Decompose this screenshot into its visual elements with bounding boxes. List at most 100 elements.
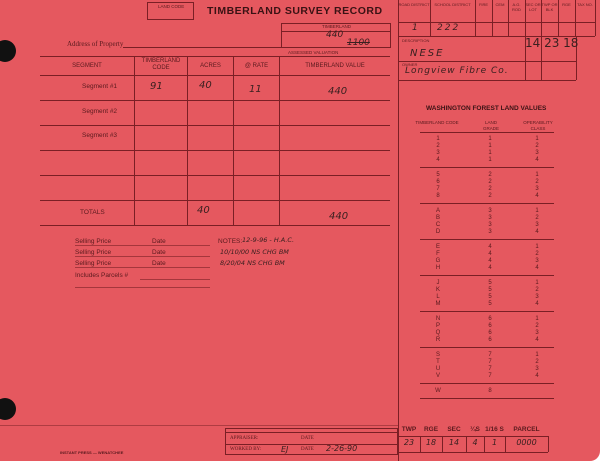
table-cell: R [435, 337, 441, 343]
table-cell: 1 [488, 157, 492, 163]
parcel-header: ¼S [470, 426, 480, 433]
segment-1-rate: 11 [249, 84, 262, 95]
note-line: 10/10/00 NS CHG BM [220, 248, 289, 256]
timberland-value-2: 1100 [347, 38, 370, 48]
segment-1-label: Segment #1 [82, 83, 118, 90]
table-cell: 5 [488, 287, 492, 293]
table-cell: N [435, 316, 441, 322]
parcel-divider [420, 436, 421, 452]
table-cell: 3 [535, 150, 539, 156]
table-cell: 5 [436, 172, 440, 178]
worked-by-label: WORKED BY: [230, 447, 262, 452]
parcel-header: TWP [401, 426, 417, 433]
table-cell: B [435, 215, 440, 221]
parcel-divider [548, 436, 549, 452]
table-cell: 7 [436, 186, 440, 192]
appraiser-date-label: DATE [301, 436, 314, 441]
parcel-value: 1 [491, 438, 498, 447]
grid-header: ROAD DISTRICT [398, 2, 430, 7]
totals-label: TOTALS [80, 209, 105, 216]
table-cell: 4 [488, 251, 492, 257]
table-cell: 4 [535, 193, 539, 199]
table-cell: Q [435, 330, 441, 336]
date-label: Date [152, 249, 166, 256]
worked-date-label: DATE [301, 447, 314, 452]
land-code-label: LAND CODE [158, 4, 185, 9]
parcel-value: 23 [403, 438, 415, 447]
grid-divider [575, 0, 576, 36]
parcel-header: RGE [423, 426, 439, 433]
table-cell: 2 [488, 186, 492, 192]
table-rule [420, 383, 554, 384]
notes-label: NOTES: [218, 238, 243, 245]
table-cell: U [435, 366, 441, 372]
totals-acres: 40 [197, 205, 210, 216]
selling-price-label: Selling Price [75, 249, 112, 256]
table-cell: 6 [488, 316, 492, 322]
owner-label: OWNER [402, 62, 418, 67]
table-cell: 1 [436, 136, 440, 142]
timberland-value: 440 [326, 30, 344, 40]
table-cell: 3 [488, 215, 492, 221]
form-title: TIMBERLAND SURVEY RECORD [207, 5, 383, 17]
table-cell: 4 [535, 157, 539, 163]
table-cell: G [435, 258, 441, 264]
table-cell: 6 [488, 330, 492, 336]
road-district-value: 1 [412, 23, 418, 33]
grid-divider [541, 0, 542, 80]
table-cell: 1 [535, 244, 539, 250]
appraiser-label: APPRAISER: [230, 436, 259, 441]
table-cell: 3 [535, 186, 539, 192]
table-cell: 4 [535, 337, 539, 343]
table-rule [420, 311, 554, 312]
grid-header: RGE [562, 2, 571, 7]
table-rule [420, 239, 554, 240]
header-segment: SEGMENT [72, 63, 102, 69]
grid-header: FIRE [478, 2, 489, 7]
table-cell: 1 [535, 208, 539, 214]
table-cell: 3 [535, 330, 539, 336]
table-cell: 4 [535, 373, 539, 379]
grid-divider [558, 0, 559, 36]
table-cell: 8 [436, 193, 440, 199]
table-cell: C [435, 222, 441, 228]
segment-3-label: Segment #3 [82, 132, 118, 139]
table-cell: 1 [535, 352, 539, 358]
grid-header: SCHOOL DISTRICT [434, 2, 471, 7]
table-rule [420, 275, 554, 276]
segment-1-acres: 40 [199, 80, 212, 91]
table-cell: 1 [488, 143, 492, 149]
table-cell: W [435, 388, 441, 394]
table-cell: 1 [535, 136, 539, 142]
table-cell: 4 [488, 265, 492, 271]
binder-hole [0, 398, 16, 420]
table-cell: 2 [535, 323, 539, 329]
parcel-header: 1/16 S [485, 426, 504, 433]
table-cell: 5 [488, 280, 492, 286]
date-label: Date [152, 238, 166, 245]
table-cell: 3 [436, 150, 440, 156]
worked-by-value: EJ [281, 445, 289, 454]
date-label: Date [152, 260, 166, 267]
header-timberland-code: TIMBERLAND CODE [415, 120, 459, 125]
parcel-rule [398, 436, 548, 437]
parcel-header: PARCEL [513, 426, 540, 433]
table-cell: 8 [488, 388, 492, 394]
table-cell: M [435, 301, 441, 307]
parcel-rule [398, 452, 548, 453]
table-cell: 7 [488, 366, 492, 372]
table-cell: 2 [535, 287, 539, 293]
table-cell: 3 [535, 258, 539, 264]
segment-1-code: 91 [150, 81, 163, 92]
table-cell: 3 [488, 208, 492, 214]
table-cell: 3 [535, 366, 539, 372]
includes-parcels-label: Includes Parcels # [75, 272, 129, 279]
owner-value: Longview Fibre Co. [405, 66, 509, 76]
table-cell: 1 [488, 136, 492, 142]
parcel-value: 14 [448, 438, 460, 447]
table-cell: 4 [535, 301, 539, 307]
grid-header: CEM [495, 2, 505, 7]
table-cell: J [436, 280, 440, 286]
table-cell: F [436, 251, 440, 257]
table-rule [420, 398, 554, 399]
